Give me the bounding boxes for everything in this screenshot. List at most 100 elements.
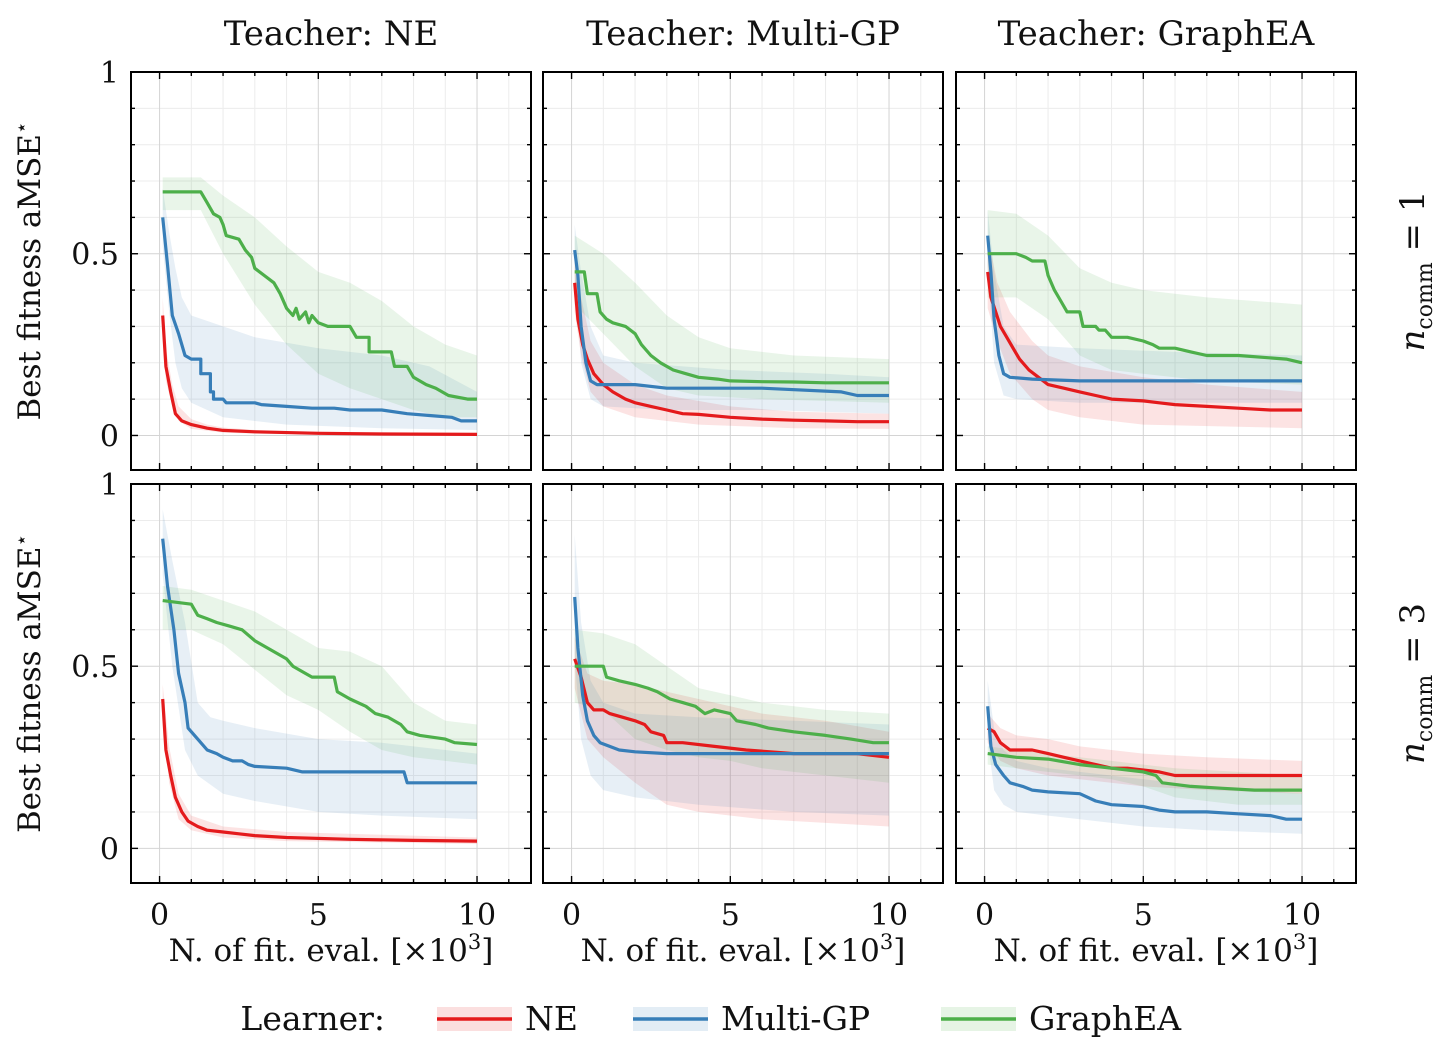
legend: Learner: NE Multi-GP GraphEA <box>240 999 1182 1038</box>
band-ne <box>987 713 1302 794</box>
column-title: Teacher: GraphEA <box>998 14 1315 54</box>
x-axis-label-sup: 3 <box>468 930 481 954</box>
x-axis-label-sup: 3 <box>1293 930 1306 954</box>
x-axis-label-end: ] <box>893 933 905 969</box>
line-graphea <box>987 252 1303 365</box>
row-label-var: n <box>1393 742 1433 764</box>
panel-r1-c1: 0 0.5 1 Teacher: NE <box>71 14 532 471</box>
x-axis-label-main: N. of fit. eval. [×10 <box>581 933 880 969</box>
band-multi-gp <box>987 680 1302 834</box>
x-tick-label: 5 <box>1134 898 1153 933</box>
row-label: ncomm = 1 <box>1393 191 1438 352</box>
line-multi-gp <box>573 596 889 756</box>
band-graphea <box>987 210 1302 385</box>
row-label-sub: comm <box>1413 675 1438 742</box>
line-multi-gp <box>986 235 1302 383</box>
panel-r2-c1: 00.510 5 10N. of fit. eval. [×103] <box>71 468 532 969</box>
y-tick-label: 0 <box>100 832 119 867</box>
band-graphea <box>162 177 477 418</box>
line-ne <box>161 315 478 436</box>
plot-area <box>986 210 1303 429</box>
y-tick-label: 1 <box>100 468 119 503</box>
band-multi-gp <box>162 509 477 820</box>
line-graphea <box>162 599 478 747</box>
line-graphea <box>987 752 1302 792</box>
line-ne <box>573 658 890 759</box>
x-tick-label: 10 <box>1283 898 1321 933</box>
panel-r1-c2: Teacher: Multi-GP <box>542 14 944 471</box>
y-axis-label: Best fitness aMSE⋆ <box>9 534 48 833</box>
line-multi-gp <box>161 538 477 785</box>
band-ne <box>162 297 477 436</box>
line-graphea <box>574 664 889 745</box>
column-title: Teacher: Multi-GP <box>586 14 900 54</box>
x-axis-label-main: N. of fit. eval. [×10 <box>169 933 468 969</box>
x-axis-label: N. of fit. eval. [×103] <box>169 930 494 969</box>
panel-frame <box>130 483 532 884</box>
line-multi-gp <box>161 217 477 423</box>
line-multi-gp <box>986 706 1302 821</box>
legend-title: Learner: <box>240 999 385 1038</box>
band-multi-gp <box>574 535 889 816</box>
panel-frame <box>542 71 944 471</box>
plot-area <box>986 680 1302 834</box>
x-tick-label: 0 <box>150 898 169 933</box>
legend-label: Multi-GP <box>721 999 870 1038</box>
band-multi-gp <box>574 224 889 414</box>
legend-entry-ne: NE <box>437 999 578 1038</box>
x-tick-label: 0 <box>562 898 581 933</box>
band-graphea <box>574 629 889 783</box>
x-axis-label-end: ] <box>481 933 493 969</box>
line-graphea <box>574 270 889 385</box>
plot-area <box>573 535 890 827</box>
band-multi-gp <box>162 188 477 430</box>
x-axis-label-sup: 3 <box>880 930 893 954</box>
legend-label: NE <box>525 999 578 1038</box>
x-axis-label-main: N. of fit. eval. [×10 <box>994 933 1293 969</box>
row-label-sub: comm <box>1413 262 1438 329</box>
band-graphea <box>574 235 889 403</box>
x-tick-label: 5 <box>309 898 328 933</box>
line-ne <box>573 282 889 424</box>
row-label-rel: = 1 <box>1393 191 1433 263</box>
line-ne <box>986 726 1302 778</box>
x-tick-label: 0 <box>975 898 994 933</box>
plot-area <box>161 509 478 844</box>
panel-r1-c3: Teacher: GraphEA <box>955 14 1357 471</box>
legend-label: GraphEA <box>1029 999 1182 1038</box>
y-tick-label: 1 <box>100 56 119 91</box>
row-label-var: n <box>1393 330 1433 352</box>
x-axis-label: N. of fit. eval. [×103] <box>994 930 1319 969</box>
x-axis-label: N. of fit. eval. [×103] <box>581 930 906 969</box>
panel-frame <box>955 71 1357 471</box>
panel-r2-c2: 0 5 10N. of fit. eval. [×103] <box>542 483 944 969</box>
legend-entry-graphea: GraphEA <box>941 999 1182 1038</box>
column-title: Teacher: NE <box>224 14 439 54</box>
y-tick-label: 0.5 <box>71 238 119 273</box>
y-axis-label-sup: ⋆ <box>9 534 33 547</box>
y-axis-label-main: Best fitness aMSE <box>12 134 48 421</box>
panel-r2-c3: 0 5 10N. of fit. eval. [×103] <box>955 483 1357 969</box>
y-axis-label-main: Best fitness aMSE <box>12 546 48 833</box>
x-tick-label: 5 <box>721 898 740 933</box>
y-axis-label: Best fitness aMSE⋆ <box>9 121 48 420</box>
panel-frame <box>542 483 944 884</box>
x-tick-label: 10 <box>870 898 908 933</box>
plot-area <box>573 224 889 429</box>
panel-frame <box>130 71 532 471</box>
band-ne <box>162 684 477 844</box>
grid <box>543 483 943 883</box>
line-ne <box>161 698 478 843</box>
y-tick-label: 0.5 <box>71 650 119 685</box>
y-axis-label-sup: ⋆ <box>9 121 33 134</box>
legend-entry-multi-gp: Multi-GP <box>633 999 870 1038</box>
x-tick-label: 10 <box>458 898 496 933</box>
line-graphea <box>162 190 477 401</box>
x-axis-label-end: ] <box>1306 933 1318 969</box>
plot-area <box>161 177 478 436</box>
y-tick-label: 0 <box>100 419 119 454</box>
line-multi-gp <box>573 249 889 398</box>
panel-frame <box>955 483 1357 884</box>
row-label-rel: = 3 <box>1393 603 1433 675</box>
